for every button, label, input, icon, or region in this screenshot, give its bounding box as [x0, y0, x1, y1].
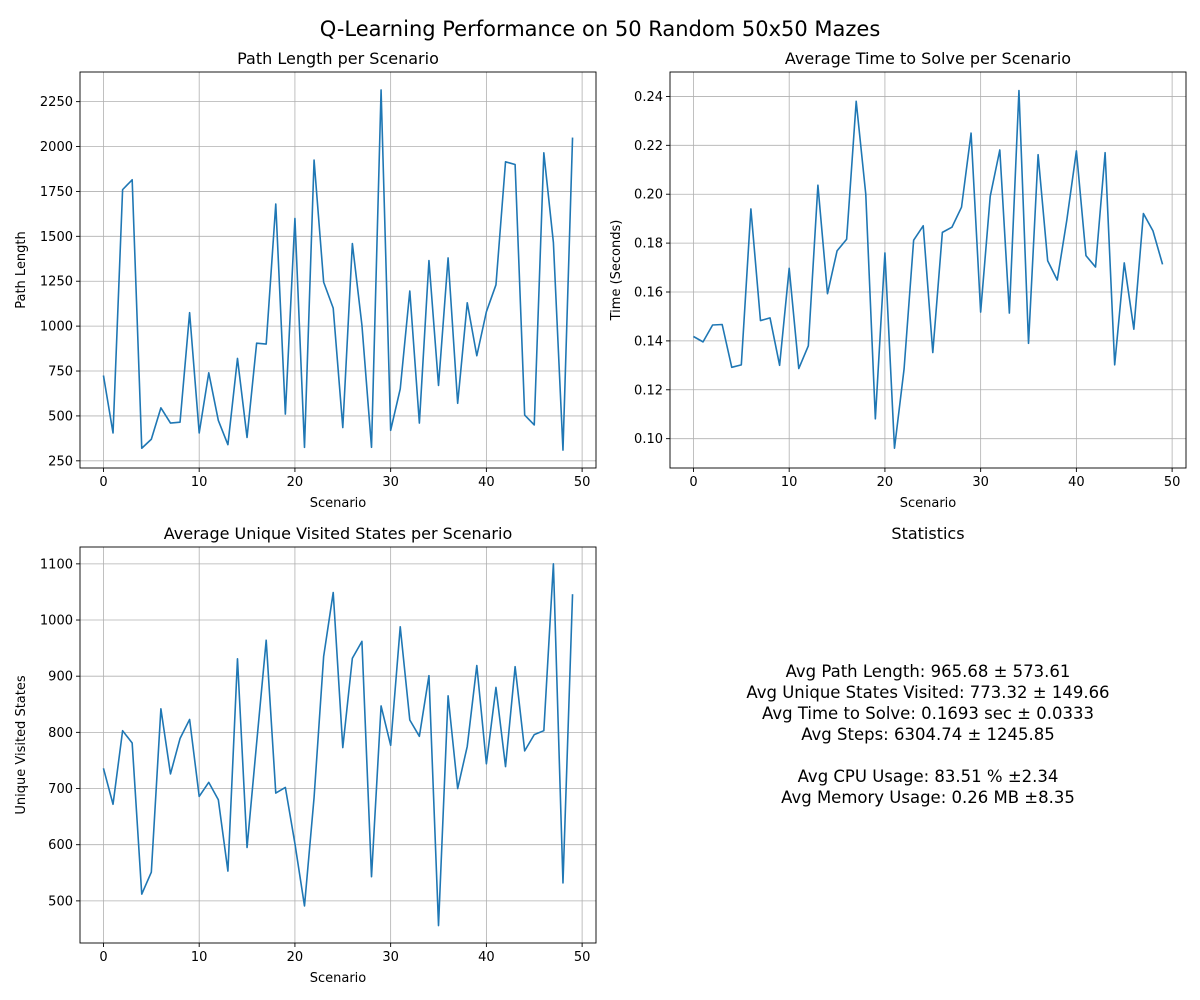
x-tick-label: 50 [574, 475, 591, 490]
axes-frame [669, 71, 1187, 469]
stat-line-avg-path-length: Avg Path Length: 965.68 ± 573.61 [786, 662, 1071, 681]
x-tick-label: 0 [689, 475, 697, 490]
statistics-panel: Statistics Avg Path Length: 965.68 ± 573… [746, 524, 1109, 807]
chart-title: Average Unique Visited States per Scenar… [164, 524, 512, 543]
x-tick-label: 40 [478, 475, 495, 490]
unique-states-chart: Average Unique Visited States per Scenar… [14, 524, 597, 986]
series-line [102, 563, 574, 927]
y-tick-label: 1000 [40, 320, 73, 335]
x-tick-label: 40 [478, 950, 495, 965]
y-tick-label: 700 [48, 782, 73, 797]
y-tick-label: 1750 [40, 185, 73, 200]
y-tick-label: 1000 [40, 614, 73, 629]
series-line [693, 89, 1164, 450]
x-tick-label: 10 [191, 950, 208, 965]
chart-title: Average Time to Solve per Scenario [785, 49, 1071, 68]
x-tick-label: 50 [574, 950, 591, 965]
axes-frame [79, 546, 597, 944]
x-tick-label: 20 [287, 950, 304, 965]
y-tick-label: 2000 [40, 140, 73, 155]
x-tick-label: 10 [191, 475, 208, 490]
chart-title: Path Length per Scenario [237, 49, 439, 68]
y-tick-label: 1500 [40, 230, 73, 245]
y-tick-label: 0.24 [634, 90, 663, 105]
path-length-chart: Path Length per Scenario Scenario Path L… [14, 49, 597, 511]
x-tick-label: 50 [1164, 475, 1181, 490]
y-tick-label: 250 [48, 454, 73, 469]
y-tick-label: 1100 [40, 557, 73, 572]
stat-line-avg-unique-states: Avg Unique States Visited: 773.32 ± 149.… [746, 683, 1109, 702]
x-tick-label: 40 [1068, 475, 1085, 490]
series-line [102, 89, 574, 451]
x-axis-label: Scenario [310, 971, 367, 986]
x-tick-label: 0 [99, 475, 107, 490]
y-tick-label: 0.18 [634, 237, 663, 252]
x-tick-label: 0 [99, 950, 107, 965]
figure-suptitle: Q-Learning Performance on 50 Random 50x5… [320, 17, 881, 41]
y-tick-label: 0.12 [634, 383, 663, 398]
y-tick-label: 900 [48, 670, 73, 685]
x-axis-label: Scenario [310, 496, 367, 511]
y-tick-label: 0.14 [634, 334, 663, 349]
statistics-title: Statistics [891, 524, 964, 543]
y-axis-label: Time (Seconds) [609, 220, 624, 322]
y-tick-label: 2250 [40, 95, 73, 110]
y-axis-label: Unique Visited States [14, 675, 29, 814]
y-tick-label: 0.16 [634, 286, 663, 301]
y-tick-label: 0.10 [634, 432, 663, 447]
x-tick-label: 10 [781, 475, 798, 490]
y-tick-label: 0.22 [634, 139, 663, 154]
stat-line-avg-cpu: Avg CPU Usage: 83.51 % ±2.34 [798, 767, 1059, 786]
y-tick-label: 800 [48, 726, 73, 741]
x-tick-label: 20 [287, 475, 304, 490]
y-tick-label: 600 [48, 838, 73, 853]
x-tick-label: 30 [382, 475, 399, 490]
y-tick-label: 750 [48, 365, 73, 380]
x-tick-label: 20 [877, 475, 894, 490]
x-tick-label: 30 [972, 475, 989, 490]
y-tick-label: 1250 [40, 275, 73, 290]
stat-line-avg-steps: Avg Steps: 6304.74 ± 1245.85 [801, 725, 1055, 744]
stat-line-avg-time: Avg Time to Solve: 0.1693 sec ± 0.0333 [762, 704, 1094, 723]
y-tick-label: 0.20 [634, 188, 663, 203]
stat-line-avg-memory: Avg Memory Usage: 0.26 MB ±8.35 [781, 788, 1075, 807]
y-tick-label: 500 [48, 409, 73, 424]
time-to-solve-chart: Average Time to Solve per Scenario Scena… [609, 49, 1187, 511]
x-axis-label: Scenario [900, 496, 957, 511]
x-tick-label: 30 [382, 950, 399, 965]
y-axis-label: Path Length [14, 231, 29, 309]
y-tick-label: 500 [48, 894, 73, 909]
axes-frame [79, 71, 597, 469]
